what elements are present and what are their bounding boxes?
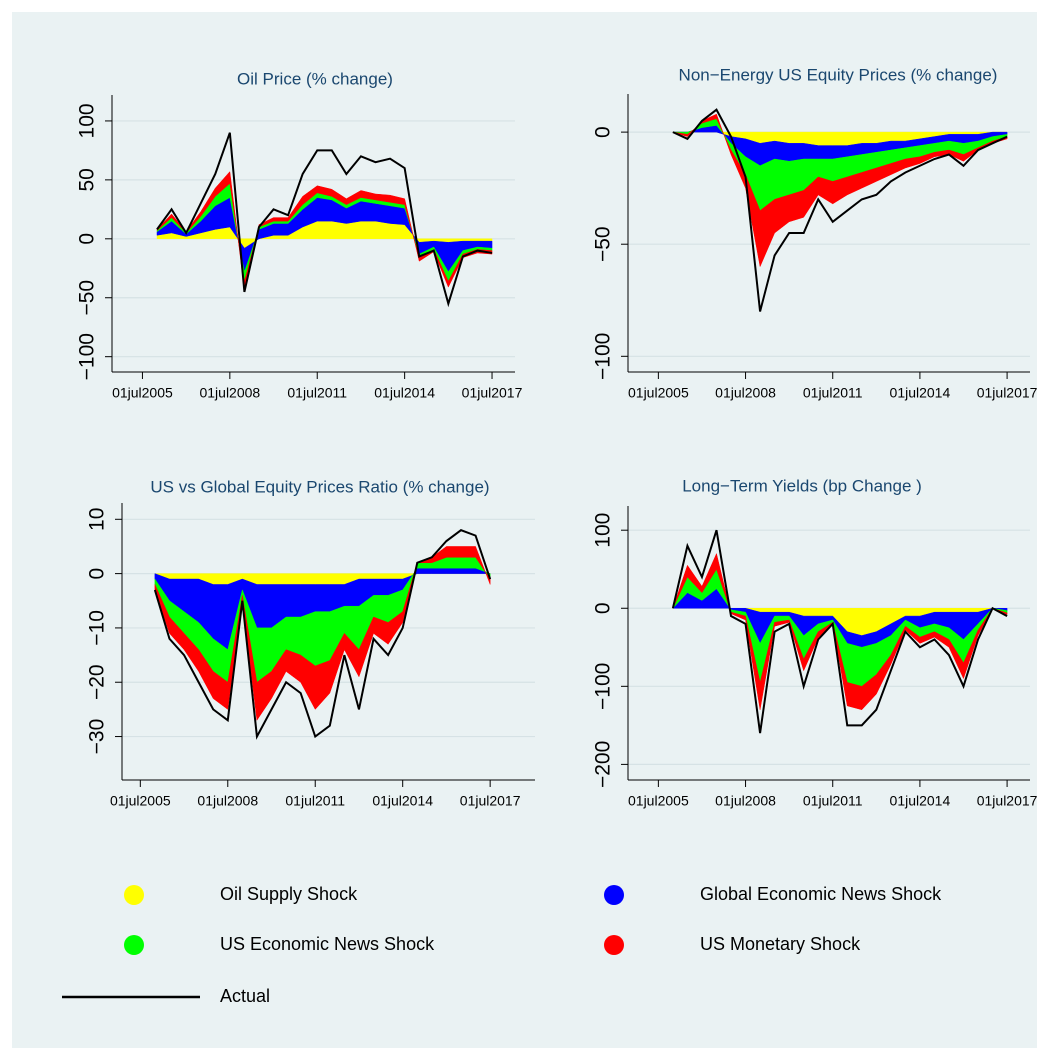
x-tick-label: 01jul2008 bbox=[715, 385, 776, 401]
x-tick-label: 01jul2005 bbox=[112, 385, 173, 401]
chart-title: Long−Term Yields (bp Change ) bbox=[682, 476, 922, 495]
y-tick-label: 10 bbox=[86, 508, 109, 531]
legend-marker bbox=[604, 885, 624, 905]
y-tick-label: −30 bbox=[86, 719, 109, 755]
y-tick-label: 0 bbox=[592, 126, 615, 138]
y-tick-label: 100 bbox=[592, 513, 615, 548]
x-tick-label: 01jul2017 bbox=[460, 793, 521, 809]
y-tick-label: −100 bbox=[592, 333, 615, 380]
y-tick-label: 0 bbox=[76, 233, 99, 245]
x-tick-label: 01jul2011 bbox=[803, 793, 863, 809]
x-tick-label: 01jul2005 bbox=[110, 793, 171, 809]
legend-label: Oil Supply Shock bbox=[220, 884, 358, 904]
actual-line bbox=[153, 529, 492, 740]
x-tick-label: 01jul2014 bbox=[890, 793, 951, 809]
x-tick-label: 01jul2014 bbox=[374, 385, 435, 401]
x-tick-label: 01jul2005 bbox=[628, 793, 689, 809]
legend-label: US Economic News Shock bbox=[220, 934, 435, 954]
y-tick-label: 0 bbox=[592, 602, 615, 614]
x-tick-label: 01jul2008 bbox=[197, 793, 258, 809]
x-tick-label: 01jul2011 bbox=[287, 385, 347, 401]
x-tick-label: 01jul2005 bbox=[628, 385, 689, 401]
actual-line bbox=[671, 529, 1008, 734]
chart-title: US vs Global Equity Prices Ratio (% chan… bbox=[150, 477, 489, 496]
legend-marker bbox=[604, 935, 624, 955]
legend-label: Actual bbox=[220, 986, 270, 1006]
y-tick-label: −50 bbox=[76, 280, 99, 316]
x-tick-label: 01jul2008 bbox=[715, 793, 776, 809]
y-tick-label: 100 bbox=[76, 103, 99, 138]
y-tick-label: 50 bbox=[76, 168, 99, 191]
y-tick-label: −50 bbox=[592, 226, 615, 262]
x-tick-label: 01jul2014 bbox=[372, 793, 433, 809]
legend-label: US Monetary Shock bbox=[700, 934, 861, 954]
chart-title: Oil Price (% change) bbox=[237, 69, 393, 88]
x-tick-label: 01jul2011 bbox=[803, 385, 863, 401]
legend-label: Global Economic News Shock bbox=[700, 884, 942, 904]
y-tick-label: 0 bbox=[86, 568, 109, 580]
y-tick-label: −10 bbox=[86, 610, 109, 646]
y-tick-label: −100 bbox=[592, 663, 615, 710]
x-tick-label: 01jul2008 bbox=[199, 385, 260, 401]
x-tick-label: 01jul2011 bbox=[285, 793, 345, 809]
legend-marker bbox=[124, 885, 144, 905]
y-tick-label: −200 bbox=[592, 741, 615, 788]
area-segment bbox=[672, 552, 1008, 711]
x-tick-label: 01jul2014 bbox=[890, 385, 951, 401]
legend-marker bbox=[124, 935, 144, 955]
x-tick-label: 01jul2017 bbox=[977, 793, 1038, 809]
actual-line bbox=[156, 132, 493, 308]
x-tick-label: 01jul2017 bbox=[462, 385, 523, 401]
x-tick-label: 01jul2017 bbox=[977, 385, 1038, 401]
y-tick-label: −100 bbox=[76, 333, 99, 380]
area-segment bbox=[672, 113, 1008, 268]
actual-line bbox=[672, 108, 1008, 312]
chart-title: Non−Energy US Equity Prices (% change) bbox=[679, 65, 998, 84]
y-tick-label: −20 bbox=[86, 664, 109, 700]
